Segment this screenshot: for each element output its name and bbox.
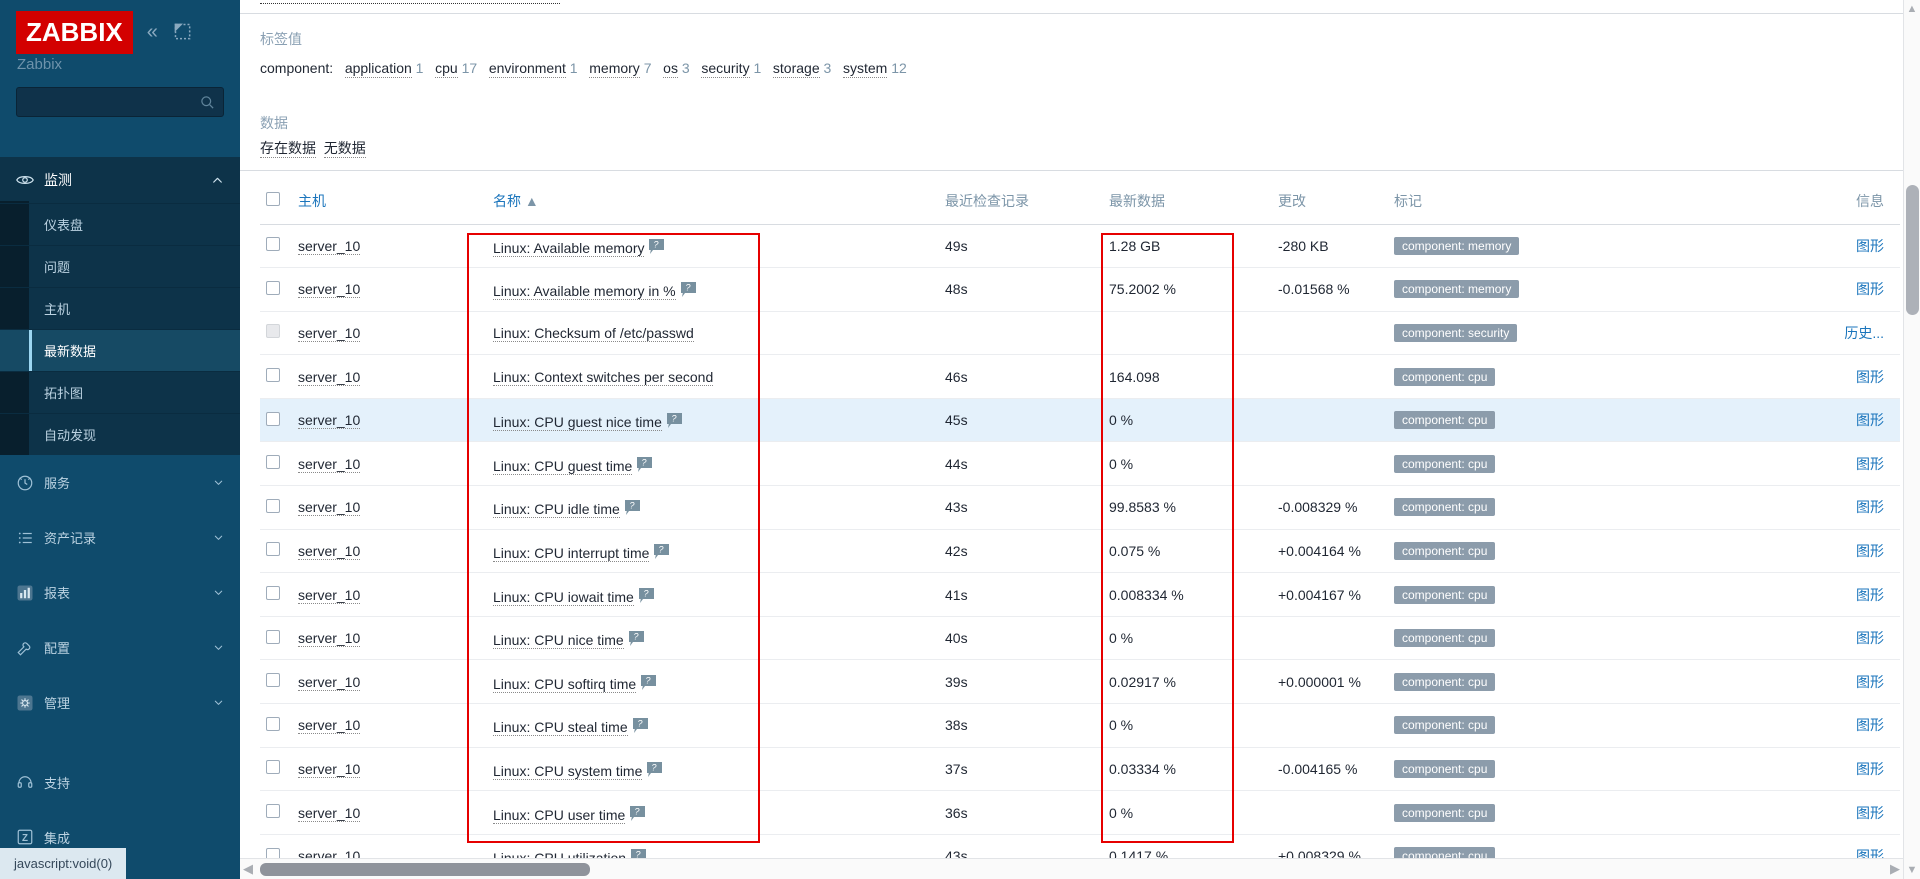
svg-text:?: ? bbox=[654, 239, 659, 249]
svg-text:?: ? bbox=[646, 675, 651, 685]
svg-text:?: ? bbox=[685, 283, 690, 293]
svg-text:?: ? bbox=[643, 588, 648, 598]
svg-text:?: ? bbox=[633, 631, 638, 641]
svg-text:?: ? bbox=[629, 501, 634, 511]
svg-text:?: ? bbox=[635, 806, 640, 816]
svg-text:Z: Z bbox=[22, 833, 28, 844]
svg-text:?: ? bbox=[671, 413, 676, 423]
svg-text:?: ? bbox=[642, 457, 647, 467]
svg-text:?: ? bbox=[637, 719, 642, 729]
svg-text:?: ? bbox=[652, 762, 657, 772]
svg-text:?: ? bbox=[659, 544, 664, 554]
